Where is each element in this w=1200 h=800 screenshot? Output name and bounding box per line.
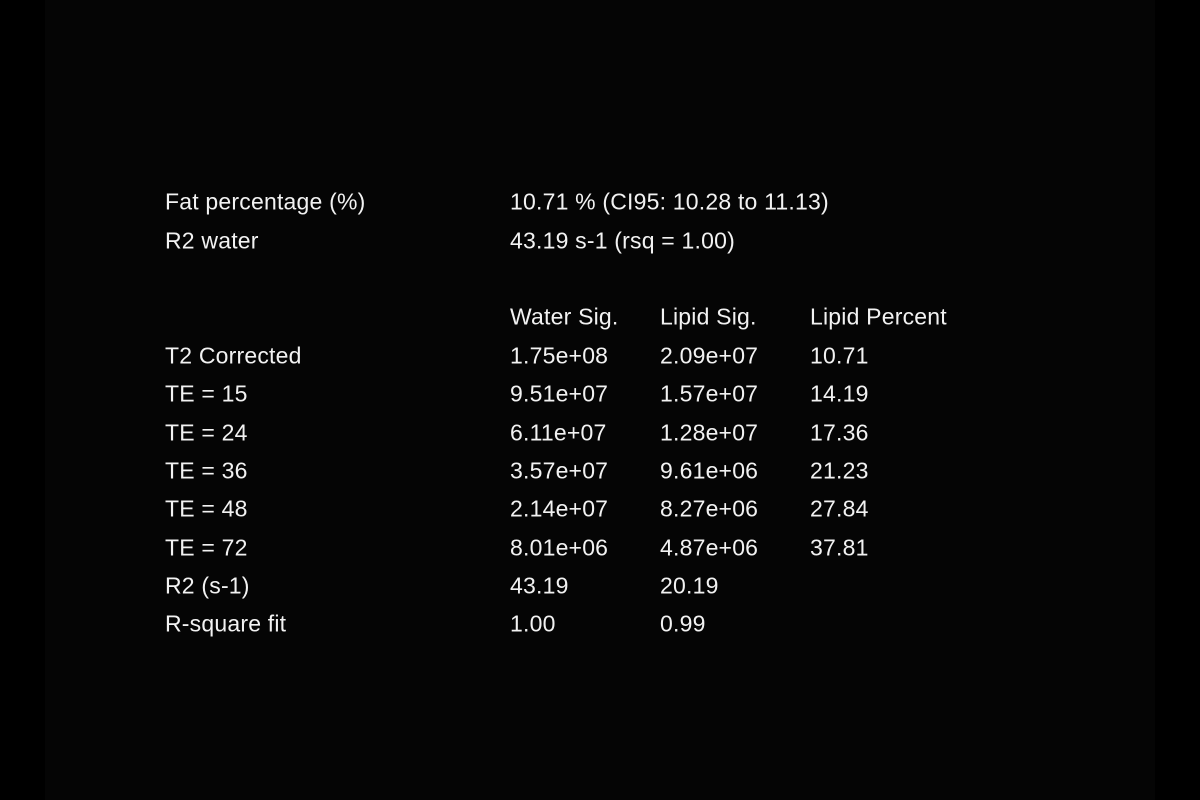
spacer [165, 260, 1115, 298]
water-sig-value: 2.14e+07 [510, 495, 609, 522]
summary-label: Fat percentage (%) [165, 188, 366, 215]
water-sig-value: 1.00 [510, 610, 556, 637]
lipid-percent-value: 37.81 [810, 534, 869, 561]
row-label: TE = 48 [165, 495, 248, 522]
water-sig-value: 43.19 [510, 572, 569, 599]
lipid-sig-value: 1.57e+07 [660, 380, 759, 407]
results-panel: Fat percentage (%) 10.71 % (CI95: 10.28 t… [165, 183, 1115, 644]
water-sig-value: 9.51e+07 [510, 380, 609, 407]
row-label: TE = 36 [165, 457, 248, 484]
row-label: TE = 15 [165, 380, 248, 407]
image-viewport-background [45, 0, 1155, 800]
lipid-percent-value: 27.84 [810, 495, 869, 522]
summary-row: Fat percentage (%) 10.71 % (CI95: 10.28 t… [165, 183, 1115, 221]
lipid-sig-value: 1.28e+07 [660, 419, 759, 446]
lipid-percent-value: 14.19 [810, 380, 869, 407]
table-row: TE = 24 6.11e+07 1.28e+07 17.36 [165, 413, 1115, 451]
row-label: R-square fit [165, 610, 287, 637]
row-label: T2 Corrected [165, 342, 302, 369]
lipid-sig-value: 9.61e+06 [660, 457, 759, 484]
row-label: R2 (s-1) [165, 572, 250, 599]
summary-value: 43.19 s-1 (rsq = 1.00) [510, 227, 735, 254]
water-sig-value: 3.57e+07 [510, 457, 609, 484]
water-sig-value: 6.11e+07 [510, 419, 607, 446]
lipid-sig-value: 0.99 [660, 610, 706, 637]
table-row: TE = 36 3.57e+07 9.61e+06 21.23 [165, 452, 1115, 490]
lipid-sig-value: 8.27e+06 [660, 495, 759, 522]
lipid-percent-value: 17.36 [810, 419, 869, 446]
summary-value: 10.71 % (CI95: 10.28 to 11.13) [510, 188, 829, 215]
lipid-sig-value: 2.09e+07 [660, 342, 759, 369]
lipid-percent-value: 10.71 [810, 342, 869, 369]
row-label: TE = 24 [165, 419, 248, 446]
table-header-row: Water Sig. Lipid Sig. Lipid Percent [165, 298, 1115, 336]
table-row: T2 Corrected 1.75e+08 2.09e+07 10.71 [165, 337, 1115, 375]
table-row: R2 (s-1) 43.19 20.19 [165, 567, 1115, 605]
water-sig-value: 8.01e+06 [510, 534, 609, 561]
column-header-lipid-percent: Lipid Percent [810, 303, 947, 330]
table-row: TE = 48 2.14e+07 8.27e+06 27.84 [165, 490, 1115, 528]
table-row: TE = 15 9.51e+07 1.57e+07 14.19 [165, 375, 1115, 413]
summary-row: R2 water 43.19 s-1 (rsq = 1.00) [165, 221, 1115, 259]
table-row: R-square fit 1.00 0.99 [165, 605, 1115, 643]
water-sig-value: 1.75e+08 [510, 342, 609, 369]
column-header-lipid-sig: Lipid Sig. [660, 303, 757, 330]
lipid-percent-value: 21.23 [810, 457, 869, 484]
summary-label: R2 water [165, 227, 259, 254]
column-header-water-sig: Water Sig. [510, 303, 619, 330]
table-row: TE = 72 8.01e+06 4.87e+06 37.81 [165, 529, 1115, 567]
lipid-sig-value: 20.19 [660, 572, 719, 599]
row-label: TE = 72 [165, 534, 248, 561]
lipid-sig-value: 4.87e+06 [660, 534, 759, 561]
